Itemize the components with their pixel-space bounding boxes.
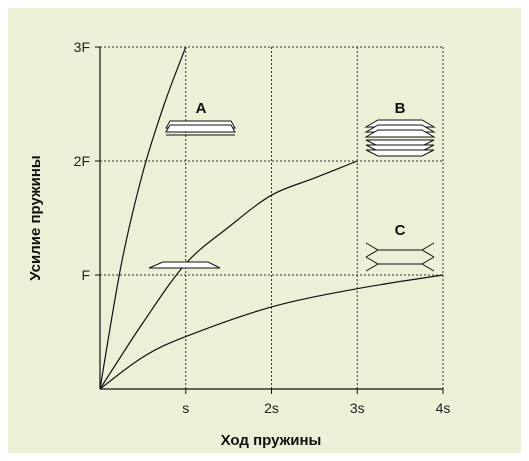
grid (100, 46, 444, 389)
series-line-1 (99, 46, 187, 390)
spring-stack-a-icon (165, 120, 236, 136)
tick-labels: s 2s 3s 4s F 2F 3F (74, 39, 451, 416)
series-line-3 (99, 274, 444, 390)
series-group (99, 46, 444, 390)
x-tick-label: 2s (264, 400, 279, 416)
x-tick-label: s (182, 400, 189, 416)
axes (99, 47, 443, 390)
x-tick-label: 3s (350, 400, 365, 416)
y-tick-label: 2F (74, 153, 90, 169)
series-line-2 (99, 160, 358, 390)
spring-stack-b-icon (364, 119, 436, 157)
spring-stack-c-icon (365, 242, 435, 272)
annotation-b-label: B (395, 100, 406, 117)
y-tick-label: F (81, 267, 90, 283)
y-axis-title: Усилие пружины (27, 155, 44, 281)
single-spring-disc-icon (148, 261, 221, 269)
x-axis-title: Ход пружины (221, 432, 322, 449)
chart-panel (8, 8, 521, 453)
annotation-c-label: C (395, 222, 406, 239)
x-tick-label: 4s (436, 400, 451, 416)
y-tick-label: 3F (74, 39, 90, 55)
annotation-a-label: A (196, 100, 207, 117)
